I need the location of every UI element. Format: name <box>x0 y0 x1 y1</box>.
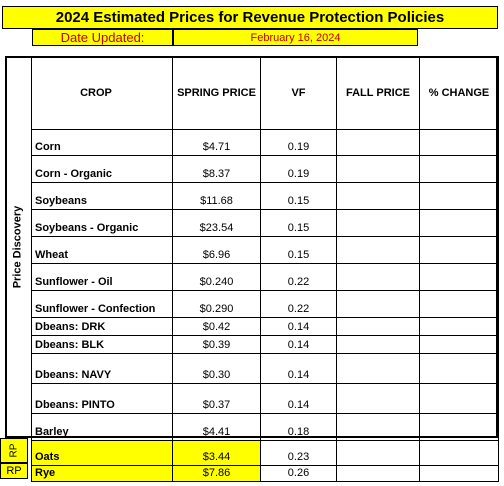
spring-price-cell: $0.30 <box>172 353 261 384</box>
table-row: Barley $4.41 0.18 <box>31 413 499 441</box>
table-row: Soybeans - Organic $23.54 0.15 <box>31 209 499 237</box>
fall-price-cell <box>336 290 420 318</box>
vf-cell: 0.15 <box>260 209 337 237</box>
table-row: Dbeans: BLK $0.39 0.14 <box>31 335 499 354</box>
fall-price-cell <box>336 317 420 336</box>
crop-cell: Corn - Organic <box>31 155 173 183</box>
spring-price-cell: $0.42 <box>172 317 261 336</box>
spring-price-cell: $0.39 <box>172 335 261 354</box>
pct-change-cell <box>419 155 499 183</box>
column-header-crop: CROP <box>31 56 173 130</box>
crop-cell: Dbeans: BLK <box>31 335 173 354</box>
pct-change-cell <box>419 182 499 210</box>
spring-price-cell: $0.240 <box>172 263 261 291</box>
fall-price-cell <box>336 335 420 354</box>
pct-change-cell <box>419 290 499 318</box>
vf-cell: 0.19 <box>260 155 337 183</box>
rp-label-rye: RP <box>0 463 28 479</box>
fall-price-cell <box>336 209 420 237</box>
table-row: Corn $4.71 0.19 <box>31 129 499 156</box>
crop-cell: Dbeans: PINTO <box>31 383 173 414</box>
table-row-highlighted: Rye $7.86 0.26 <box>31 465 499 482</box>
table-row: Wheat $6.96 0.15 <box>31 236 499 264</box>
spring-price-cell: $0.290 <box>172 290 261 318</box>
pct-change-cell <box>419 440 499 466</box>
pct-change-cell <box>419 353 499 384</box>
spring-price-cell: $23.54 <box>172 209 261 237</box>
spring-price-cell: $6.96 <box>172 236 261 264</box>
fall-price-cell <box>336 263 420 291</box>
vf-cell: 0.15 <box>260 182 337 210</box>
column-header-pct-change: % CHANGE <box>419 56 499 130</box>
crop-cell: Dbeans: DRK <box>31 317 173 336</box>
vf-cell: 0.18 <box>260 413 337 441</box>
fall-price-cell <box>336 155 420 183</box>
vf-cell: 0.26 <box>260 465 337 482</box>
fall-price-cell <box>336 413 420 441</box>
column-header-spring-price: SPRING PRICE <box>172 56 261 130</box>
crop-cell: Sunflower - Confection <box>31 290 173 318</box>
pct-change-cell <box>419 263 499 291</box>
fall-price-cell <box>336 465 420 482</box>
crop-cell: Sunflower - Oil <box>31 263 173 291</box>
table-header-row: CROP SPRING PRICE VF FALL PRICE % CHANGE <box>31 56 499 130</box>
spring-price-cell: $11.68 <box>172 182 261 210</box>
pct-change-cell <box>419 335 499 354</box>
crop-cell: Dbeans: NAVY <box>31 353 173 384</box>
vf-cell: 0.14 <box>260 317 337 336</box>
pct-change-cell <box>419 413 499 441</box>
crop-cell: Wheat <box>31 236 173 264</box>
fall-price-cell <box>336 182 420 210</box>
crop-cell: Soybeans - Organic <box>31 209 173 237</box>
vf-cell: 0.22 <box>260 290 337 318</box>
vf-cell: 0.15 <box>260 236 337 264</box>
spring-price-cell: $4.41 <box>172 413 261 441</box>
vf-cell: 0.19 <box>260 129 337 156</box>
table-row-highlighted: Oats $3.44 0.23 <box>31 440 499 466</box>
column-header-vf: VF <box>260 56 337 130</box>
crop-cell: Corn <box>31 129 173 156</box>
column-header-fall-price: FALL PRICE <box>336 56 420 130</box>
vf-cell: 0.22 <box>260 263 337 291</box>
date-updated-label: Date Updated: <box>32 29 173 46</box>
vf-cell: 0.14 <box>260 353 337 384</box>
crop-cell: Barley <box>31 413 173 441</box>
fall-price-cell <box>336 129 420 156</box>
spring-price-cell: $7.86 <box>172 465 261 482</box>
pct-change-cell <box>419 317 499 336</box>
fall-price-cell <box>336 353 420 384</box>
page-title: 2024 Estimated Prices for Revenue Protec… <box>2 6 498 29</box>
table-row: Corn - Organic $8.37 0.19 <box>31 155 499 183</box>
spring-price-cell: $4.71 <box>172 129 261 156</box>
pct-change-cell <box>419 209 499 237</box>
fall-price-cell <box>336 383 420 414</box>
vf-cell: 0.14 <box>260 335 337 354</box>
crop-cell: Oats <box>31 440 173 466</box>
price-table: CROP SPRING PRICE VF FALL PRICE % CHANGE… <box>31 56 499 482</box>
crop-cell: Rye <box>31 465 173 482</box>
price-discovery-label: Price Discovery <box>11 205 23 289</box>
spring-price-cell: $3.44 <box>172 440 261 466</box>
table-row: Sunflower - Confection $0.290 0.22 <box>31 290 499 318</box>
crop-cell: Soybeans <box>31 182 173 210</box>
table-row: Dbeans: NAVY $0.30 0.14 <box>31 353 499 384</box>
fall-price-cell <box>336 440 420 466</box>
rp-label-oats: RP <box>0 438 28 463</box>
table-row: Dbeans: PINTO $0.37 0.14 <box>31 383 499 414</box>
spring-price-cell: $0.37 <box>172 383 261 414</box>
date-updated-value: February 16, 2024 <box>173 29 418 46</box>
pct-change-cell <box>419 465 499 482</box>
pct-change-cell <box>419 129 499 156</box>
fall-price-cell <box>336 236 420 264</box>
pct-change-cell <box>419 383 499 414</box>
vf-cell: 0.14 <box>260 383 337 414</box>
vf-cell: 0.23 <box>260 440 337 466</box>
pct-change-cell <box>419 236 499 264</box>
table-row: Dbeans: DRK $0.42 0.14 <box>31 317 499 336</box>
spring-price-cell: $8.37 <box>172 155 261 183</box>
table-row: Soybeans $11.68 0.15 <box>31 182 499 210</box>
table-row: Sunflower - Oil $0.240 0.22 <box>31 263 499 291</box>
